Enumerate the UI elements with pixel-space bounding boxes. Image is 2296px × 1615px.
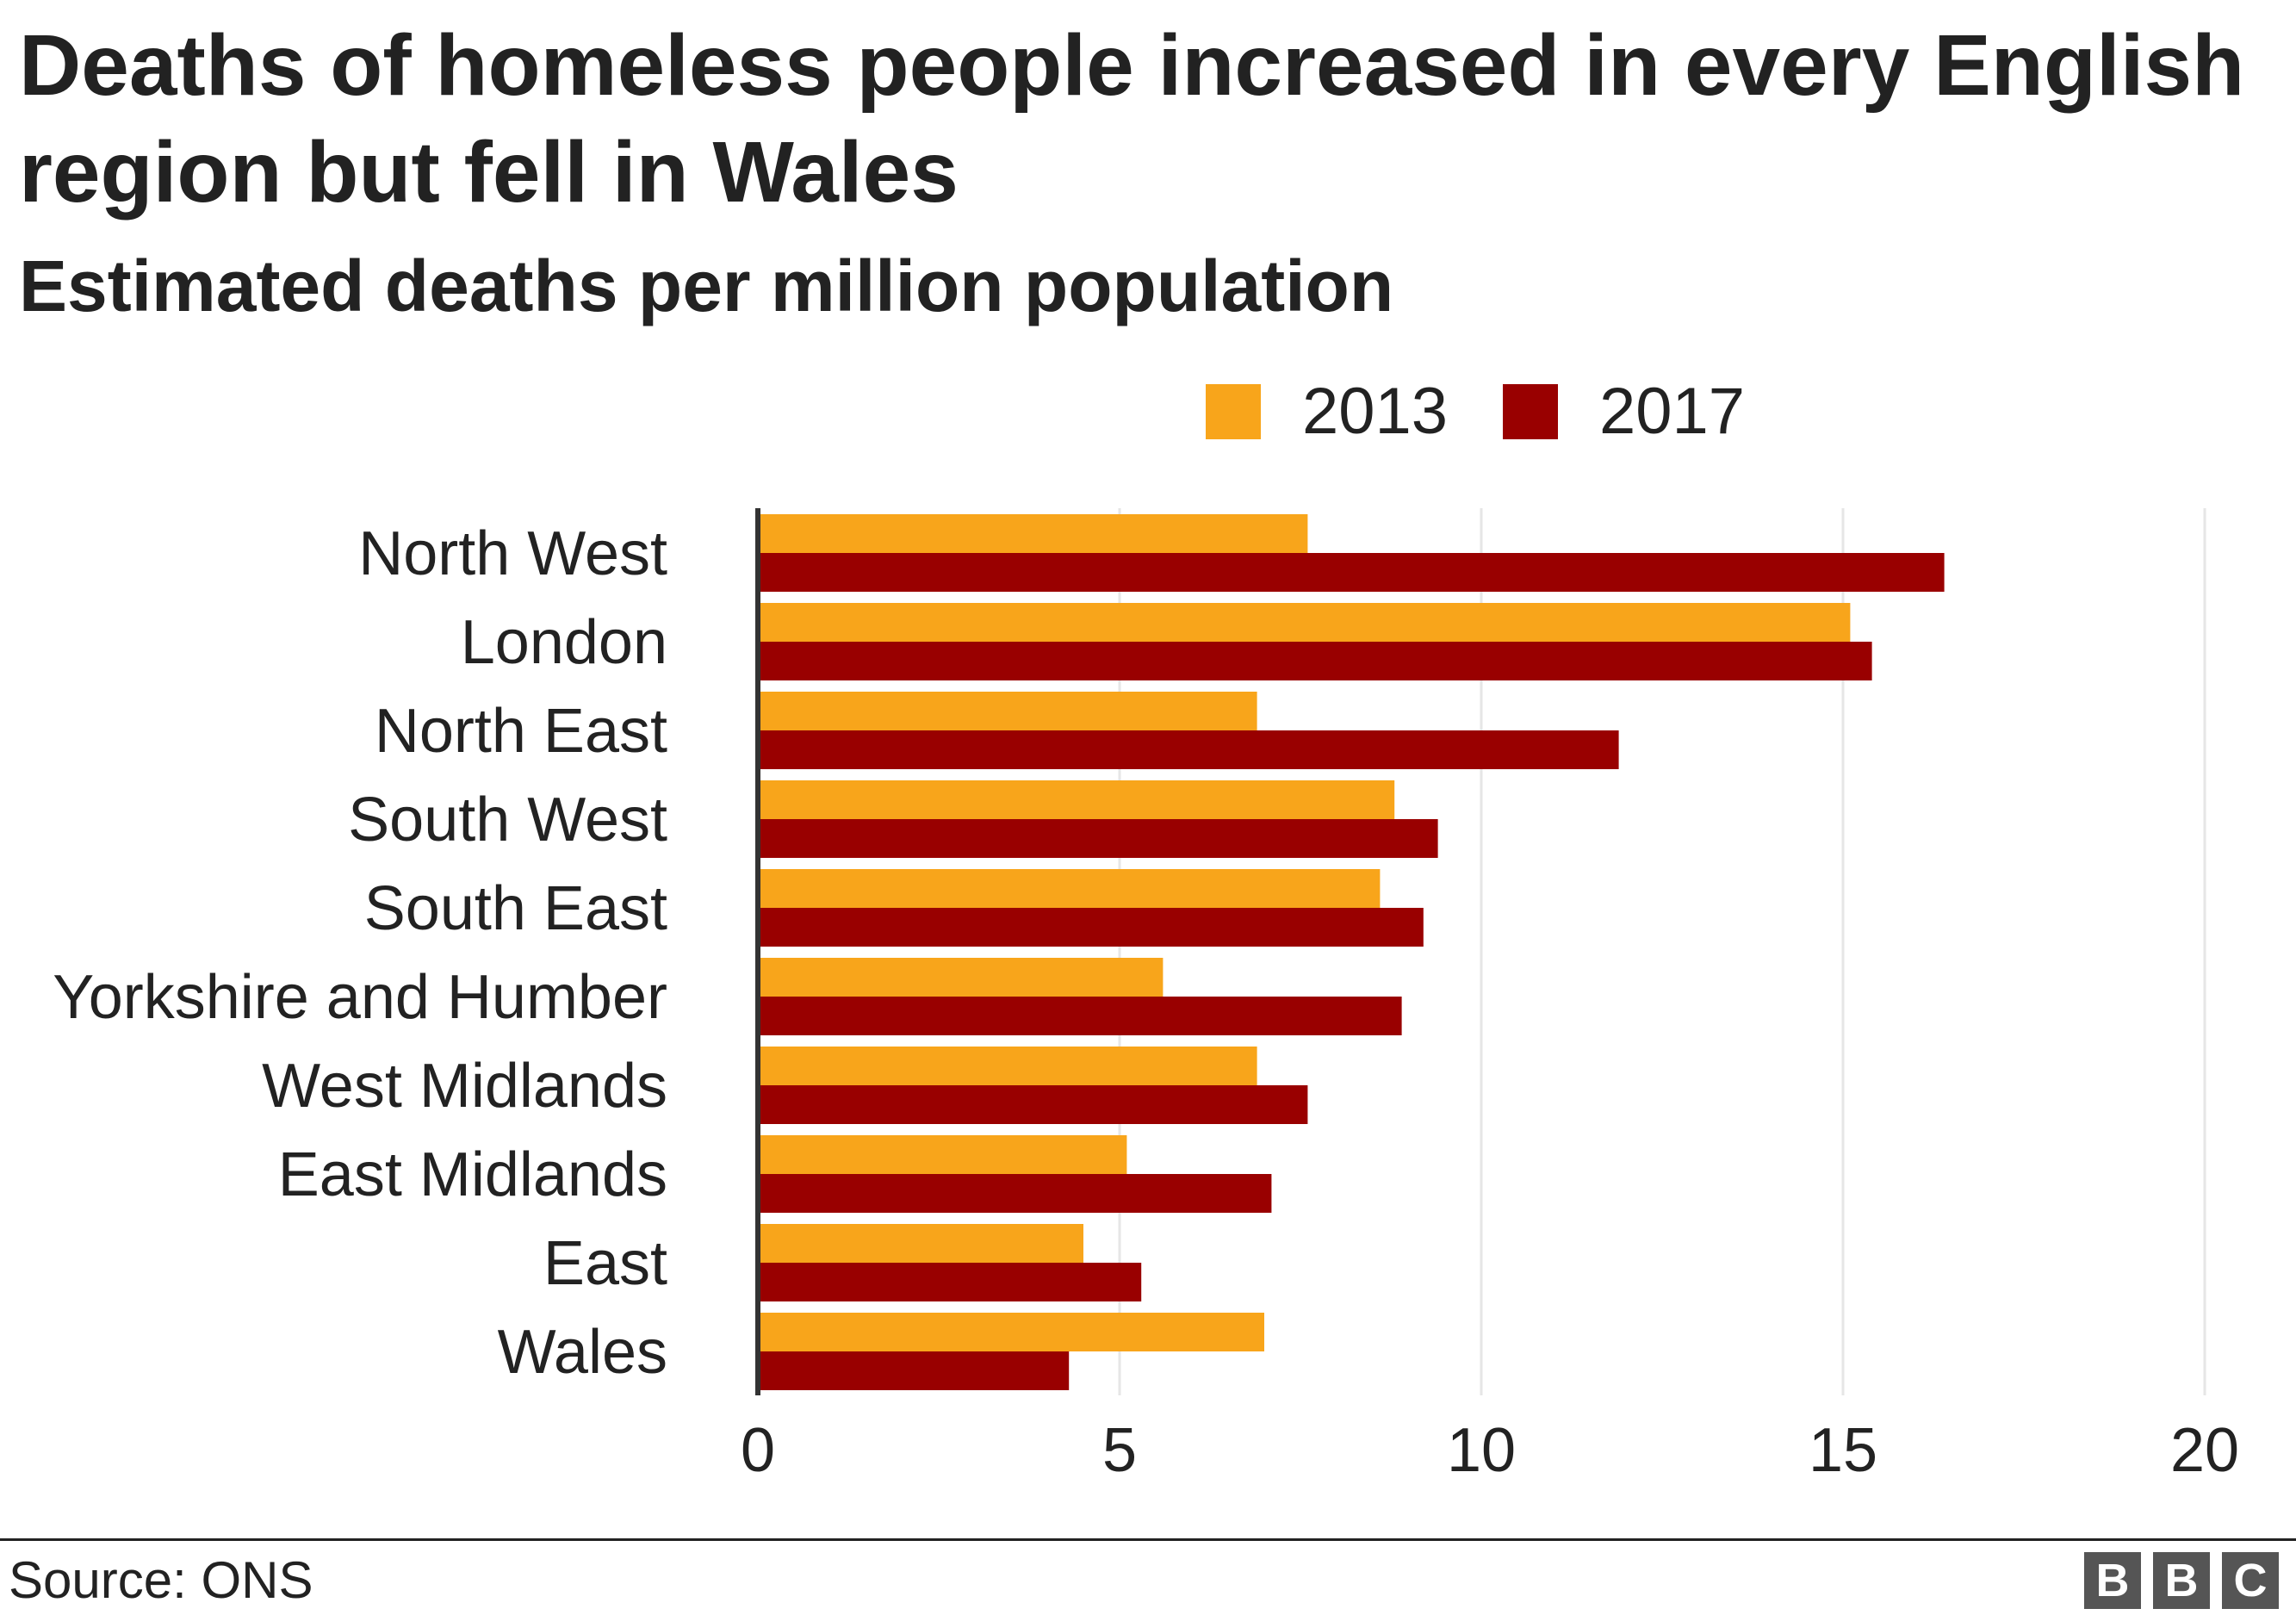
bar-2017 xyxy=(758,1085,1308,1124)
bar-2017 xyxy=(758,1351,1070,1390)
category-label: London xyxy=(461,608,667,677)
category-label: Wales xyxy=(498,1318,667,1387)
bar-2013 xyxy=(758,1313,1264,1351)
bar-2013 xyxy=(758,869,1381,908)
category-label: West Midlands xyxy=(262,1052,667,1121)
bar-2013 xyxy=(758,603,1851,642)
bar-2017 xyxy=(758,730,1619,769)
category-label: East xyxy=(543,1229,667,1298)
legend-label-2013: 2013 xyxy=(1302,375,1449,448)
x-tick-label: 15 xyxy=(1809,1416,1877,1485)
bar-2013 xyxy=(758,1224,1083,1263)
legend-label-2017: 2017 xyxy=(1599,375,1746,448)
x-tick-label: 5 xyxy=(1102,1416,1137,1485)
category-label: South East xyxy=(364,874,667,943)
bar-2017 xyxy=(758,819,1438,858)
bar-2017 xyxy=(758,553,1945,592)
bar-2013 xyxy=(758,1047,1257,1085)
x-tick-label: 10 xyxy=(1447,1416,1516,1485)
category-label: South West xyxy=(348,786,667,854)
bar-2017 xyxy=(758,642,1872,680)
category-label: East Midlands xyxy=(278,1140,667,1209)
chart-subtitle: Estimated deaths per million population xyxy=(19,245,1394,326)
x-tick-label: 0 xyxy=(741,1416,775,1485)
source-note: Source: ONS xyxy=(9,1551,313,1609)
legend-swatch-2017 xyxy=(1503,384,1558,439)
footer-divider xyxy=(0,1538,2296,1541)
bar-chart: 0 5 10 15 20 North West London North East South … xyxy=(53,508,2239,1485)
bbc-logo-letter: B xyxy=(2153,1552,2210,1609)
bar-2013 xyxy=(758,780,1395,819)
bar-2013 xyxy=(758,1135,1127,1174)
bbc-logo-letter: B xyxy=(2084,1552,2141,1609)
bar-2017 xyxy=(758,908,1424,947)
chart-title: Deaths of homeless people increased in e… xyxy=(19,17,2245,221)
bar-2017 xyxy=(758,1263,1142,1301)
legend-swatch-2013 xyxy=(1206,384,1261,439)
category-label: North West xyxy=(358,519,667,588)
bar-2013 xyxy=(758,514,1308,553)
bar-2017 xyxy=(758,997,1402,1035)
bar-2013 xyxy=(758,692,1257,730)
category-label: North East xyxy=(375,697,667,766)
bar-2017 xyxy=(758,1174,1272,1213)
bbc-logo-letter: C xyxy=(2222,1552,2279,1609)
x-tick-label: 20 xyxy=(2170,1416,2239,1485)
category-label: Yorkshire and Humber xyxy=(53,963,667,1032)
bar-2013 xyxy=(758,958,1164,997)
